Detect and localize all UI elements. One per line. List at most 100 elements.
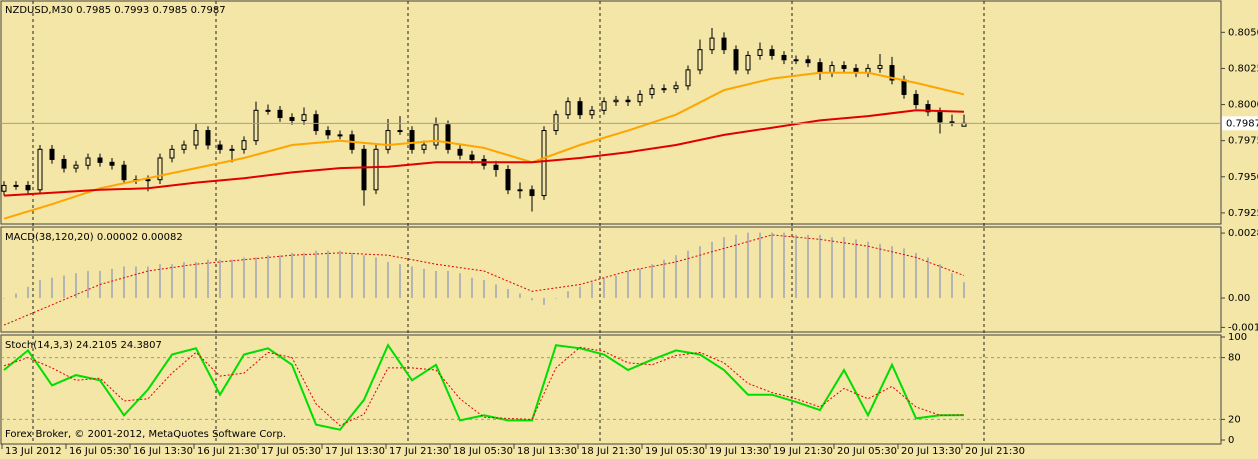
x-tick-label: 20 Jul 13:30	[901, 446, 961, 457]
macd-bar	[123, 266, 125, 299]
y-tick-label: 80	[1228, 353, 1241, 364]
x-tick-label: 20 Jul 21:30	[965, 446, 1025, 457]
macd-bar	[183, 261, 185, 299]
macd-bar	[399, 264, 401, 299]
candle-body	[469, 154, 475, 160]
macd-bar	[747, 232, 749, 299]
y-tick-label: 0.00288	[1228, 228, 1258, 239]
macd-bar	[279, 255, 281, 299]
copyright: Forex Broker, © 2001-2012, MetaQuotes So…	[5, 429, 286, 440]
candle-body	[265, 109, 271, 112]
candle-body	[97, 157, 103, 163]
macd-bar	[663, 259, 665, 299]
x-tick-label: 16 Jul 13:30	[133, 446, 193, 457]
macd-panel	[0, 226, 1222, 333]
macd-bar	[219, 259, 221, 299]
candle-body	[757, 49, 763, 56]
macd-bar	[267, 255, 269, 299]
candle-body	[85, 157, 91, 166]
candle-body	[841, 65, 847, 69]
candle-body	[313, 114, 319, 132]
macd-bar	[51, 277, 53, 299]
macd-bar	[387, 261, 389, 299]
macd-bar	[699, 246, 701, 299]
macd-bar	[435, 270, 437, 299]
candle-body	[277, 109, 283, 119]
macd-bar	[423, 268, 425, 299]
candle-body	[373, 148, 379, 191]
panel-title: Stoch(14,3,3) 24.2105 24.3807	[5, 340, 162, 351]
macd-bar	[495, 284, 497, 299]
candle-body	[229, 148, 235, 151]
candle-body	[493, 164, 499, 171]
candle-body	[13, 184, 19, 187]
macd-bar	[375, 257, 377, 299]
macd-bar	[951, 273, 953, 299]
macd-bar	[807, 234, 809, 299]
current-price-box	[1222, 116, 1258, 131]
macd-bar	[327, 250, 329, 299]
macd-bar	[819, 234, 821, 299]
macd-bar	[339, 250, 341, 299]
macd-bar	[159, 264, 161, 299]
macd-bar	[903, 248, 905, 299]
macd-bar	[615, 275, 617, 299]
macd-bar	[15, 293, 17, 299]
candle-body	[181, 144, 187, 150]
price-panel	[0, 0, 1222, 225]
candle-body	[61, 158, 67, 169]
macd-bar	[231, 259, 233, 299]
macd-bar	[135, 266, 137, 299]
macd-bar	[483, 280, 485, 299]
stoch-panel	[0, 334, 1222, 445]
candle-body	[541, 130, 547, 197]
x-tick-label: 17 Jul 13:30	[325, 446, 385, 457]
y-tick-label: 0.00	[1228, 293, 1250, 304]
macd-bar	[879, 243, 881, 299]
macd-bar	[543, 298, 545, 305]
macd-bar	[351, 252, 353, 299]
macd-bar	[723, 237, 725, 299]
macd-bar	[735, 234, 737, 299]
candle-body	[301, 114, 307, 121]
macd-bar	[27, 286, 29, 299]
candle-body	[685, 69, 691, 87]
candle-body	[145, 179, 151, 182]
candle-body	[193, 130, 199, 146]
candle-body	[49, 148, 55, 160]
candle-body	[457, 148, 463, 156]
candle-body	[613, 99, 619, 103]
x-tick-label: 16 Jul 21:30	[197, 446, 257, 457]
macd-bar	[759, 232, 761, 299]
macd-bar	[627, 270, 629, 299]
macd-bar	[603, 277, 605, 299]
macd-bar	[963, 282, 965, 299]
candle-body	[121, 164, 127, 181]
candle-body	[73, 164, 79, 169]
candle-body	[529, 189, 535, 197]
candle-body	[781, 54, 787, 61]
macd-bar	[111, 268, 113, 299]
candle-body	[673, 85, 679, 90]
macd-bar	[675, 255, 677, 299]
candle-body	[901, 79, 907, 95]
macd-bar	[831, 237, 833, 299]
macd-bar	[447, 270, 449, 299]
candle-body	[769, 49, 775, 56]
candle-body	[889, 65, 895, 81]
candle-body	[325, 130, 331, 136]
y-tick-label: 20	[1228, 414, 1241, 425]
candle-body	[721, 37, 727, 51]
x-tick-label: 18 Jul 21:30	[581, 446, 641, 457]
candle-body	[385, 130, 391, 150]
macd-bar	[411, 266, 413, 299]
x-tick-label: 20 Jul 05:30	[837, 446, 897, 457]
candle-body	[505, 169, 511, 191]
candle-body	[553, 114, 559, 132]
macd-bar	[867, 241, 869, 299]
macd-bar	[579, 286, 581, 299]
candle-body	[937, 111, 943, 123]
macd-bar	[531, 298, 533, 301]
